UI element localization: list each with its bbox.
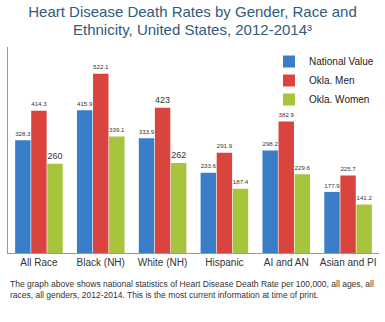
svg-text:233.6: 233.6 [201,162,217,169]
svg-text:423: 423 [155,95,170,105]
html-text:Heart Disease Death Rates by G: Heart Disease Death Rates by Gender, Rac… [28,3,357,38]
svg-text:187.4: 187.4 [233,178,249,185]
svg-text:328.3: 328.3 [15,130,31,137]
svg-text:National Value: National Value [309,56,374,67]
svg-text:262: 262 [171,150,186,160]
svg-text:141.2: 141.2 [356,194,372,201]
svg-text:298.2: 298.2 [262,140,278,147]
svg-text:333.9: 333.9 [139,128,155,135]
svg-text:White (NH): White (NH) [138,257,187,268]
svg-text:Hispanic: Hispanic [205,257,243,268]
svg-text:339.1: 339.1 [109,126,125,133]
svg-text:Okla. Men: Okla. Men [309,75,355,86]
svg-text:Asian and PI: Asian and PI [320,257,377,268]
svg-text:225.7: 225.7 [340,165,356,172]
svg-text:229.6: 229.6 [295,164,311,171]
svg-text:382.9: 382.9 [279,111,295,118]
svg-text:415.9: 415.9 [77,100,93,107]
svg-text:291.9: 291.9 [217,142,233,149]
svg-text:Okla. Women: Okla. Women [309,94,369,105]
svg-text:Black (NH): Black (NH) [77,257,125,268]
svg-text:522.1: 522.1 [93,63,109,70]
svg-text:AI and AN: AI and AN [264,257,309,268]
svg-text:414.3: 414.3 [31,100,47,107]
html-text:The graph above shows national: The graph above shows national statistic… [10,279,374,300]
svg-text:All Race: All Race [20,257,58,268]
svg-text:260: 260 [47,151,62,161]
svg-text:177.9: 177.9 [324,182,340,189]
